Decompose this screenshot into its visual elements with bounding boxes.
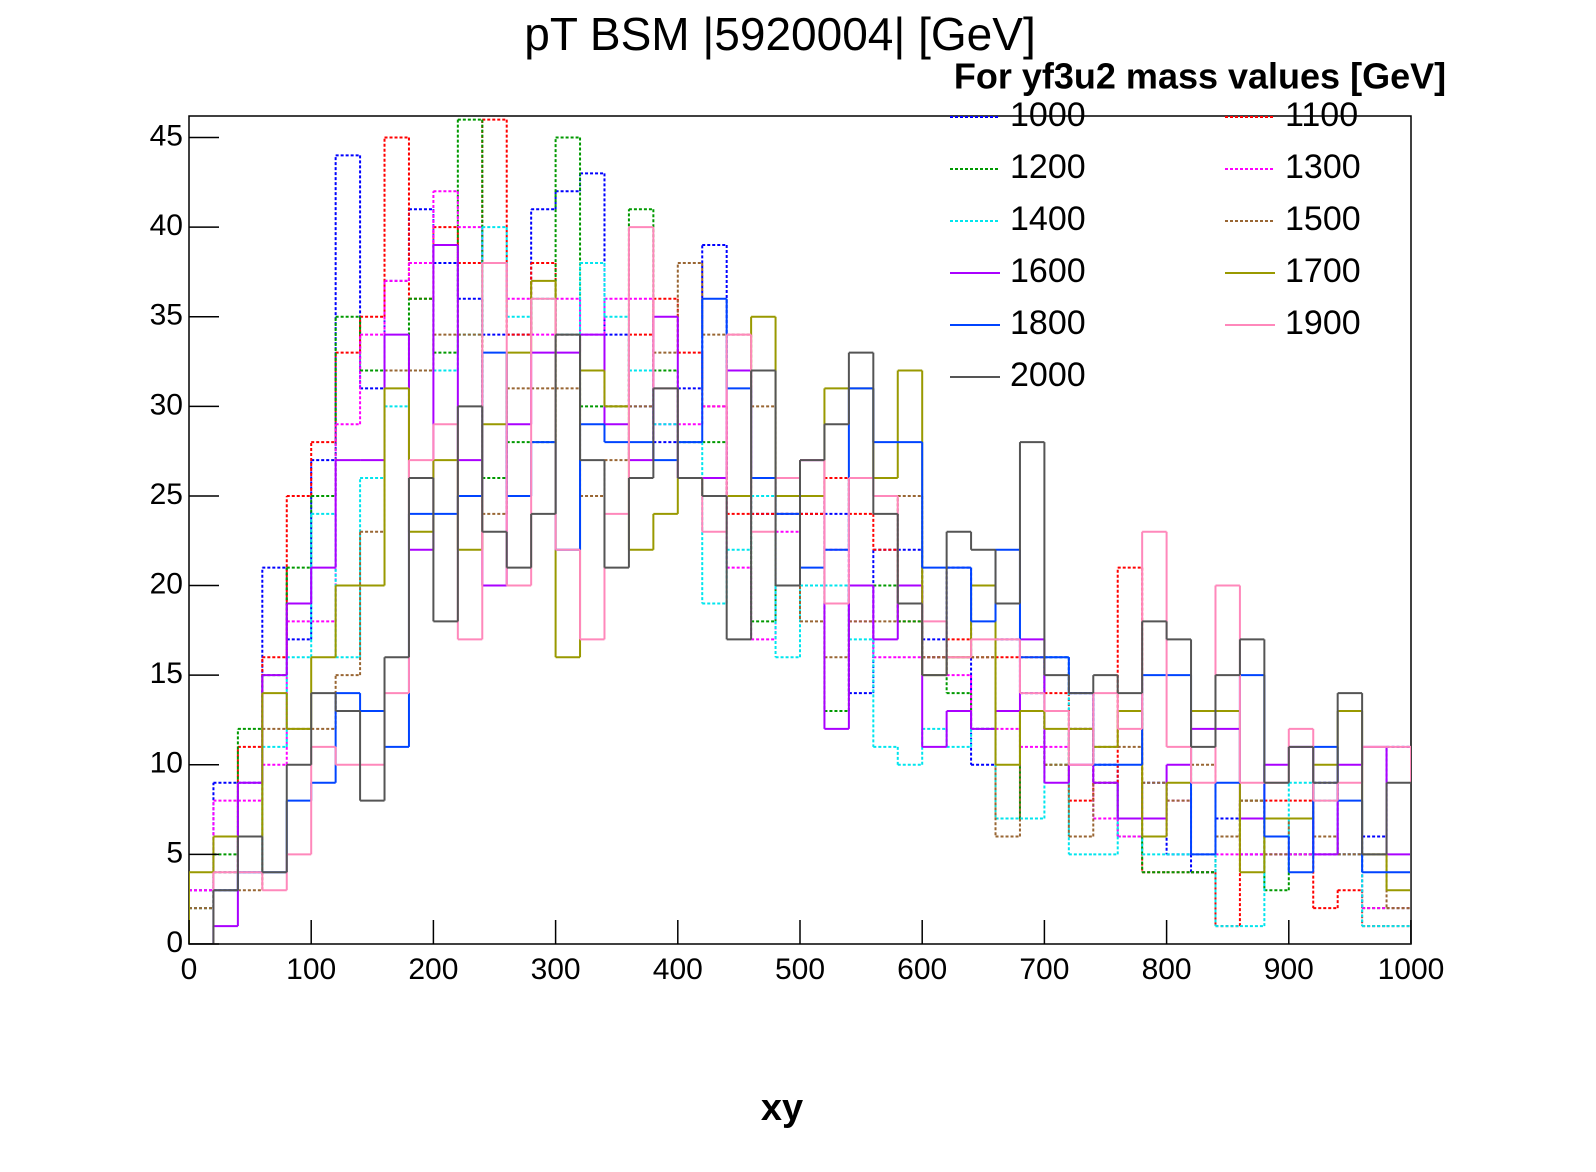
chart-title: pT BSM |5920004| [GeV] [524,8,1035,60]
x-tick-label: 700 [1019,953,1069,986]
legend-title: For yf3u2 mass values [GeV] [954,56,1446,97]
x-tick-label: 300 [531,953,581,986]
x-tick-label: 0 [181,953,198,986]
legend-label: 1200 [1010,148,1086,186]
x-tick-label: 500 [775,953,825,986]
legend-label: 1000 [1010,96,1086,134]
series-5 [189,261,1411,944]
legend-label: 1900 [1285,304,1361,342]
legend-label: 1400 [1010,200,1086,238]
legend-label: 1700 [1285,252,1361,290]
legend-label: 1800 [1010,304,1086,342]
series-10 [189,333,1411,944]
step-riser [189,262,1411,944]
legend-label: 1500 [1285,200,1361,238]
legend-label: 1100 [1285,96,1358,134]
x-tick-label: 1000 [1378,953,1445,986]
y-tick-label: 45 [150,119,183,152]
plot-area [189,118,1411,944]
step-riser [212,334,1411,944]
y-tick-label: 5 [166,836,183,869]
y-tick-label: 30 [150,388,183,421]
x-tick-label: 600 [897,953,947,986]
x-tick-label: 400 [653,953,703,986]
y-tick-label: 10 [150,747,183,780]
y-tick-label: 35 [150,299,183,332]
legend-label: 1300 [1285,148,1361,186]
y-tick-label: 20 [150,567,183,600]
legend-label: 2000 [1010,356,1086,394]
y-tick-label: 15 [150,657,183,690]
x-tick-label: 100 [286,953,336,986]
x-tick-label: 800 [1142,953,1192,986]
y-tick-label: 25 [150,478,183,511]
x-tick-label: 900 [1264,953,1314,986]
x-axis-label: xy [761,1087,803,1129]
y-tick-label: 40 [150,209,183,242]
legend-label: 1600 [1010,252,1086,290]
y-tick-label: 0 [166,926,183,959]
x-tick-label: 200 [408,953,458,986]
